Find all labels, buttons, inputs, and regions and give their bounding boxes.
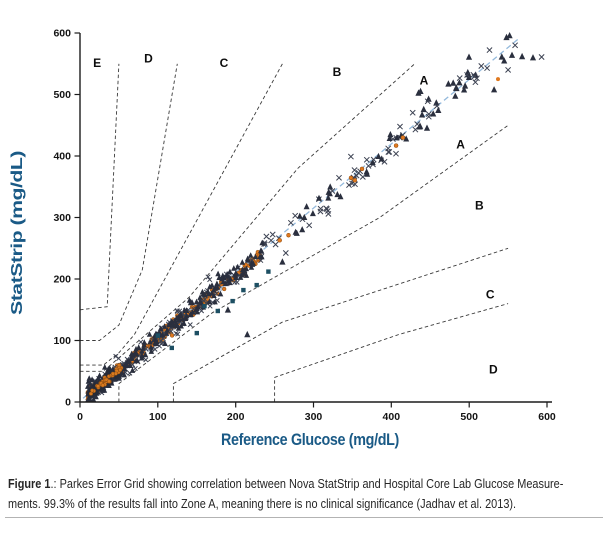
y-tick-label: 200 [53, 274, 71, 286]
x-axis-title: Reference Glucose (mg/dL) [221, 430, 399, 449]
zone-label-b: B [475, 199, 484, 213]
figure-caption: Figure 1.: Parkes Error Grid showing cor… [8, 474, 608, 513]
explicit-x_marks [484, 42, 545, 73]
zone-boundary-upper-A-B [80, 63, 416, 372]
x-tick-label: 300 [305, 411, 323, 423]
zone-label-d: D [144, 52, 153, 66]
x-tick-label: 0 [77, 411, 83, 423]
y-axis-title: StatStrip (mg/dL) [9, 151, 26, 315]
x-tick-label: 400 [383, 411, 401, 423]
zone-boundary-upper-B-C [80, 63, 283, 366]
x-tick-label: 200 [227, 411, 245, 423]
series-mid-orange [277, 135, 406, 243]
y-tick-label: 500 [53, 89, 71, 101]
y-tick-label: 600 [53, 28, 71, 40]
series-upper-x [414, 47, 493, 128]
zone-label-e: E [93, 56, 101, 70]
caption-divider [5, 517, 603, 518]
zone-labels: E D C B A A B C D [93, 52, 498, 377]
zone-label-c: C [486, 288, 495, 302]
x-tick-label: 500 [460, 411, 478, 423]
y-tick-label: 300 [53, 212, 71, 224]
caption-line-1-text: .: Parkes Error Grid showing correlation… [50, 476, 564, 491]
zone-label-a: A [420, 74, 429, 88]
zone-boundary-upper-D-E [79, 63, 120, 311]
zone-boundary-lower-C-D [274, 303, 509, 402]
zone-boundary-upper-C-D [80, 63, 178, 341]
explicit-squares [155, 269, 271, 351]
zone-label-b: B [333, 65, 342, 79]
x-tick-label: 100 [149, 411, 167, 423]
caption-line-1: Figure 1.: Parkes Error Grid showing cor… [8, 474, 608, 494]
explicit-triangles [224, 33, 537, 338]
zone-boundary-lower-B-C [172, 247, 509, 402]
zone-label-a: A [456, 138, 465, 152]
axes: 0 100 200 300 400 500 600 0 100 200 300 400 500 600 [53, 28, 555, 424]
zone-label-d: D [489, 363, 498, 377]
explicit-orange [496, 77, 500, 82]
series-mid-triangle [292, 131, 410, 236]
axis-titles: Reference Glucose (mg/dL) StatStrip (mg/d… [9, 151, 399, 449]
y-tick-label: 0 [65, 397, 71, 409]
y-tick-label: 100 [53, 335, 71, 347]
x-tick-label: 600 [538, 411, 556, 423]
caption-line-2: ments. 99.3% of the results fall into Zo… [8, 495, 517, 511]
zone-boundary-lines [79, 63, 509, 402]
zone-boundary-lower-A-B [118, 124, 509, 402]
series-origin-orange [88, 363, 124, 396]
parkes-error-grid-chart: 0 100 200 300 400 500 600 0 100 200 300 400 500 600 E… [9, 28, 556, 450]
zone-label-c: C [220, 56, 229, 70]
figure-label: Figure 1 [8, 476, 51, 491]
scatter-points [85, 32, 545, 403]
y-tick-label: 400 [53, 151, 71, 163]
